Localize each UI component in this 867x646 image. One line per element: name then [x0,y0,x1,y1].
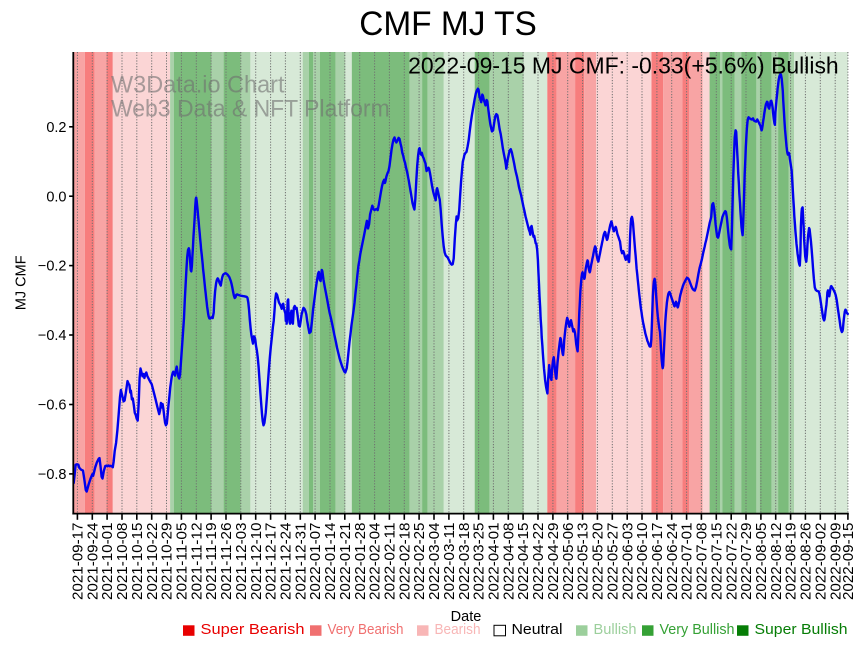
svg-text:2022-09-15 MJ CMF: -0.33(+5.6%: 2022-09-15 MJ CMF: -0.33(+5.6%) Bullish [408,52,839,78]
svg-text:MJ CMF: MJ CMF [14,255,30,310]
svg-text:2021-11-19: 2021-11-19 [204,523,220,601]
svg-text:2021-10-08: 2021-10-08 [115,523,131,601]
svg-text:2022-07-22: 2022-07-22 [724,523,740,601]
svg-text:2021-10-29: 2021-10-29 [160,523,176,601]
svg-text:2022-01-14: 2022-01-14 [323,523,339,601]
svg-text:2022-01-28: 2022-01-28 [353,523,369,601]
svg-text:2022-03-25: 2022-03-25 [472,523,488,601]
svg-text:Bearish: Bearish [435,622,481,638]
svg-text:CMF MJ TS: CMF MJ TS [359,5,537,43]
svg-text:2021-12-10: 2021-12-10 [249,523,265,601]
svg-text:2022-03-04: 2022-03-04 [427,523,443,601]
svg-text:Web3 Data & NFT Platform: Web3 Data & NFT Platform [111,96,390,123]
svg-text:2022-07-08: 2022-07-08 [695,523,711,601]
svg-text:2021-12-24: 2021-12-24 [279,523,295,601]
svg-text:2022-02-11: 2022-02-11 [383,523,399,601]
svg-text:−0.6: −0.6 [38,398,67,414]
svg-text:Bullish: Bullish [594,622,637,638]
svg-text:2022-04-29: 2022-04-29 [546,523,562,601]
svg-text:2022-07-29: 2022-07-29 [739,523,755,601]
svg-text:2021-12-03: 2021-12-03 [234,523,250,601]
svg-text:2022-09-09: 2022-09-09 [828,523,844,601]
svg-text:2022-09-02: 2022-09-02 [813,523,829,601]
svg-text:2021-11-05: 2021-11-05 [175,523,191,601]
svg-text:2021-10-15: 2021-10-15 [130,523,146,601]
svg-text:0.0: 0.0 [46,189,66,205]
svg-text:2022-02-18: 2022-02-18 [397,523,413,601]
svg-text:0.2: 0.2 [46,120,66,136]
svg-text:−0.4: −0.4 [38,328,67,344]
svg-text:Very Bearish: Very Bearish [328,622,404,638]
svg-text:2021-10-01: 2021-10-01 [100,523,116,601]
svg-text:Neutral: Neutral [512,622,563,638]
svg-text:2022-06-10: 2022-06-10 [635,523,651,601]
svg-text:2022-01-21: 2022-01-21 [338,523,354,601]
svg-text:Very Bullish: Very Bullish [660,622,735,638]
svg-text:2022-09-15: 2022-09-15 [841,523,857,601]
svg-text:Date: Date [451,609,482,625]
svg-text:W3Data.io Chart: W3Data.io Chart [111,72,285,99]
svg-text:2022-05-20: 2022-05-20 [591,523,607,601]
svg-text:2022-08-05: 2022-08-05 [754,523,770,601]
svg-text:2022-05-13: 2022-05-13 [576,523,592,601]
svg-text:2022-01-07: 2022-01-07 [308,523,324,601]
svg-text:2022-08-19: 2022-08-19 [784,523,800,601]
svg-text:2022-08-12: 2022-08-12 [769,523,785,601]
svg-text:2021-12-17: 2021-12-17 [264,523,280,601]
svg-text:2022-04-08: 2022-04-08 [501,523,517,601]
svg-text:2021-09-17: 2021-09-17 [71,523,87,601]
svg-text:−0.2: −0.2 [38,259,67,275]
svg-text:2022-06-24: 2022-06-24 [665,523,681,601]
svg-text:2022-05-06: 2022-05-06 [561,523,577,601]
svg-text:2022-06-17: 2022-06-17 [650,523,666,601]
svg-text:2022-03-11: 2022-03-11 [442,523,458,601]
svg-text:2021-11-26: 2021-11-26 [219,523,235,601]
svg-text:2021-10-22: 2021-10-22 [145,523,161,601]
svg-text:2022-04-01: 2022-04-01 [487,523,503,601]
svg-text:Super Bearish: Super Bearish [201,622,305,638]
svg-text:2022-04-15: 2022-04-15 [516,523,532,601]
svg-text:2021-11-12: 2021-11-12 [189,523,205,601]
svg-text:2022-02-25: 2022-02-25 [412,523,428,601]
svg-text:Super Bullish: Super Bullish [755,622,848,638]
svg-text:2022-06-03: 2022-06-03 [620,523,636,601]
svg-text:2022-02-04: 2022-02-04 [368,523,384,601]
svg-text:2021-09-24: 2021-09-24 [85,523,101,601]
svg-text:2022-03-18: 2022-03-18 [457,523,473,601]
svg-text:2022-04-22: 2022-04-22 [531,523,547,601]
svg-text:2022-07-15: 2022-07-15 [709,523,725,601]
svg-text:2022-07-01: 2022-07-01 [680,523,696,601]
svg-text:2022-08-26: 2022-08-26 [799,523,815,601]
svg-text:2022-05-27: 2022-05-27 [605,523,621,601]
svg-text:2021-12-31: 2021-12-31 [293,523,309,601]
svg-text:−0.8: −0.8 [38,467,67,483]
